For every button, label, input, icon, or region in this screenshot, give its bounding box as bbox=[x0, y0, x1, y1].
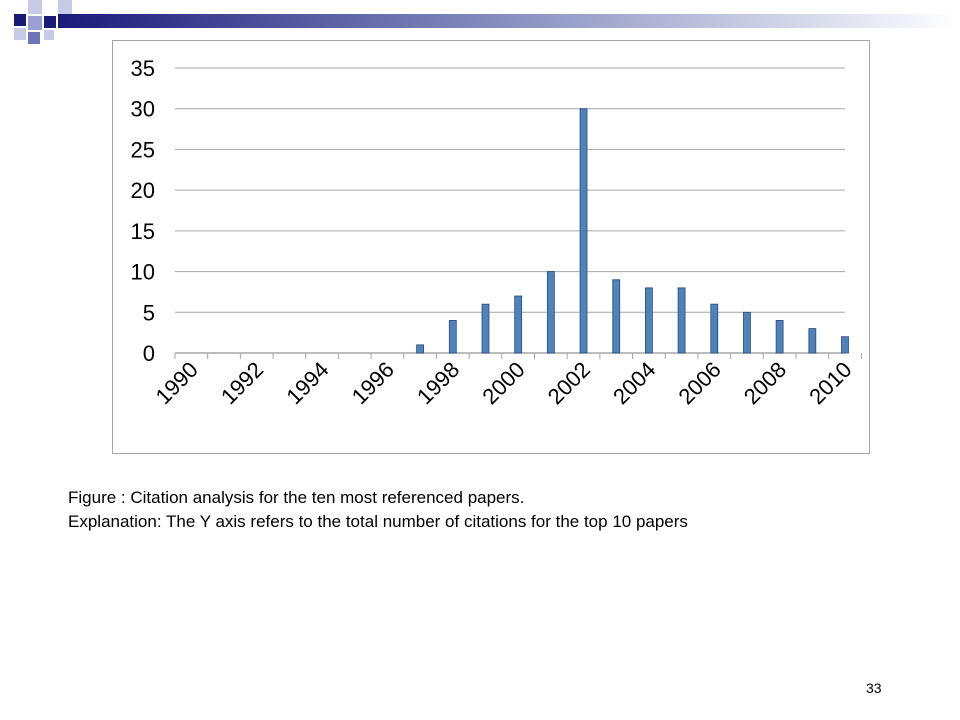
citation-bar-chart: 0 5 10 15 20 25 30 35 1990 1992 1994 1996 1998 2000 20… bbox=[131, 56, 862, 409]
y-tick-label: 5 bbox=[143, 300, 155, 325]
bar bbox=[775, 320, 784, 354]
y-tick-label: 0 bbox=[143, 341, 155, 366]
bar bbox=[612, 279, 621, 354]
x-tick-label: 1990 bbox=[151, 357, 203, 409]
x-tick-label: 2006 bbox=[674, 357, 726, 409]
caption-explanation: Explanation: The Y axis refers to the to… bbox=[68, 512, 688, 531]
x-tick-label: 1994 bbox=[281, 357, 333, 409]
bar bbox=[645, 287, 653, 354]
y-tick-label: 15 bbox=[131, 219, 155, 244]
bar bbox=[841, 336, 849, 354]
y-tick-label: 20 bbox=[131, 178, 155, 203]
bar bbox=[416, 344, 425, 354]
y-tick-label: 30 bbox=[131, 97, 155, 122]
x-tick-label: 2000 bbox=[477, 357, 529, 409]
caption-title: Figure : Citation analysis for the ten m… bbox=[68, 488, 525, 507]
x-tick-label: 2004 bbox=[608, 357, 660, 409]
bar bbox=[481, 303, 490, 354]
x-tick-label: 2008 bbox=[739, 357, 791, 409]
y-tick-label: 35 bbox=[131, 56, 155, 81]
x-tick-label: 1998 bbox=[412, 357, 464, 409]
chart-frame: 0 5 10 15 20 25 30 35 1990 1992 1994 1996 1998 2000 20… bbox=[112, 40, 870, 454]
bar bbox=[808, 328, 817, 354]
bar bbox=[448, 320, 457, 354]
bar bbox=[514, 295, 523, 354]
x-tick-label: 1996 bbox=[347, 357, 399, 409]
bar bbox=[677, 287, 686, 354]
y-tick-label: 10 bbox=[131, 260, 155, 285]
title-decoration bbox=[14, 0, 958, 44]
x-tick-label: 1992 bbox=[216, 357, 268, 409]
figure-caption: Figure : Citation analysis for the ten m… bbox=[68, 486, 888, 534]
bar bbox=[579, 108, 588, 354]
x-tick-label: 2002 bbox=[543, 357, 595, 409]
bar bbox=[743, 311, 751, 354]
y-tick-label: 25 bbox=[131, 137, 155, 162]
bar bbox=[710, 303, 719, 354]
x-tick-label: 2010 bbox=[804, 357, 856, 409]
bar bbox=[546, 271, 555, 354]
page-number: 33 bbox=[866, 680, 882, 696]
